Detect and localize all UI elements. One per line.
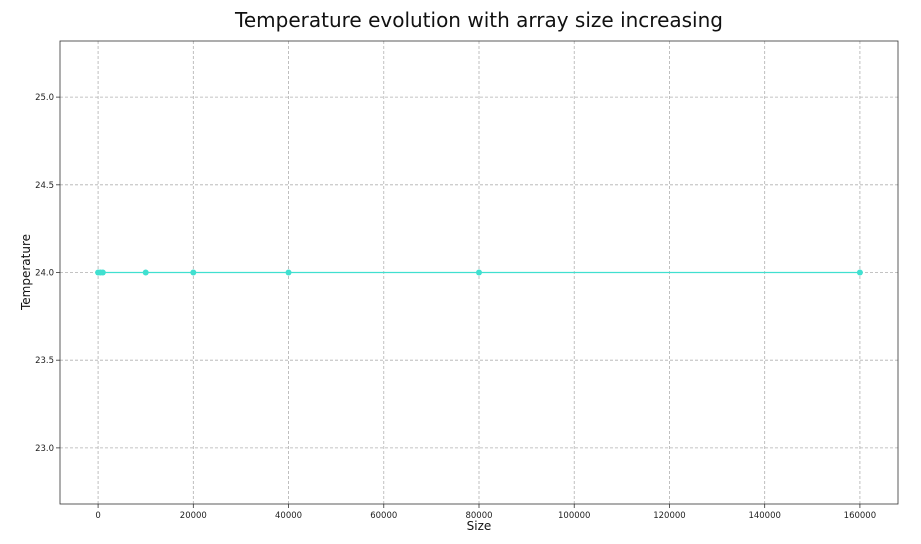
x-tick-label: 80000 [465,511,492,521]
y-tick-label: 24.0 [35,269,54,279]
x-tick-label: 40000 [275,511,302,521]
data-point [99,269,106,276]
x-tick-label: 160000 [844,511,876,521]
data-point [190,269,197,276]
x-tick-label: 0 [95,511,100,521]
x-tick-label: 120000 [653,511,685,521]
y-axis-label: Temperature [19,234,33,311]
data-series [95,269,863,276]
x-tick-label: 20000 [180,511,207,521]
x-tick-label: 140000 [748,511,780,521]
y-tick-label: 25.0 [35,93,54,103]
data-point [856,269,863,276]
x-tick-label: 60000 [370,511,397,521]
data-point [285,269,292,276]
y-tick-label: 23.0 [35,444,54,454]
x-tick-label: 100000 [558,511,590,521]
x-axis-label: Size [467,519,492,533]
y-tick-label: 23.5 [35,356,54,366]
y-tick-label: 24.5 [35,181,54,191]
chart-title: Temperature evolution with array size in… [234,8,723,32]
y-axis-ticks: 23.0 23.5 24.0 24.5 25.0 [35,93,60,454]
data-point [476,269,482,276]
x-axis-ticks: 0 20000 40000 60000 80000 100000 120000 140000 1… [95,504,876,521]
data-point [142,269,149,276]
